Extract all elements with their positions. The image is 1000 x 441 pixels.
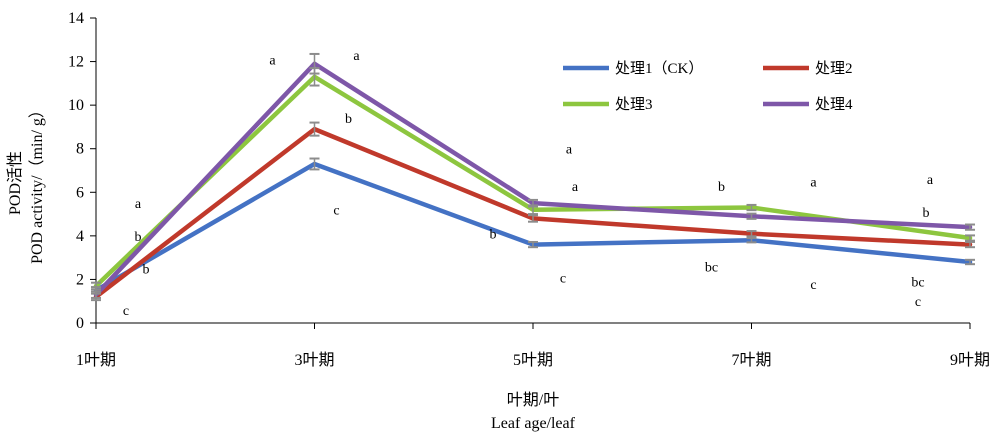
y-axis-ticks: 0 2 4 6 8 10 12 14	[68, 10, 96, 332]
x-tick-label: 9叶期	[950, 351, 990, 369]
y-tick-label: 2	[76, 271, 84, 288]
legend: 处理1（CK） 处理2 处理3 处理4	[563, 60, 853, 113]
x-tick-label: 7叶期	[731, 351, 771, 369]
x-tick-label: 5叶期	[513, 351, 553, 369]
legend-label-1: 处理1（CK）	[615, 60, 703, 77]
y-tick-label: 10	[68, 97, 84, 114]
significance-letter: c	[123, 304, 129, 319]
legend-label-4: 处理4	[815, 96, 853, 113]
x-tick-label: 3叶期	[294, 351, 334, 369]
significance-letter: c	[333, 204, 339, 219]
y-axis-title-cn: POD活性	[6, 151, 24, 215]
significance-letter: a	[566, 143, 573, 158]
significance-letter: b	[718, 180, 725, 195]
legend-label-2: 处理2	[815, 60, 853, 77]
significance-letter: a	[810, 175, 817, 190]
significance-letter: a	[269, 53, 276, 68]
significance-letter: bc	[705, 260, 718, 275]
significance-letter: b	[135, 230, 142, 245]
legend-label-3: 处理3	[615, 96, 653, 113]
y-tick-label: 0	[76, 315, 84, 332]
significance-letter: a	[353, 49, 360, 64]
significance-letter: b	[143, 263, 150, 278]
y-tick-label: 4	[76, 228, 84, 245]
significance-letter: c	[810, 278, 816, 293]
significance-letter: a	[572, 180, 579, 195]
error-bars	[91, 52, 975, 302]
y-axis-title-en: POD activity/（min/ g）	[28, 102, 46, 264]
significance-letter: b	[490, 228, 497, 243]
y-tick-label: 12	[68, 54, 84, 71]
significance-letter: c	[560, 271, 566, 286]
y-tick-label: 14	[68, 10, 84, 27]
y-tick-label: 8	[76, 141, 84, 158]
x-axis-title-cn: 叶期/叶	[507, 391, 559, 409]
significance-letter: bc	[911, 276, 924, 291]
x-axis-ticks: 1叶期 3叶期 5叶期 7叶期 9叶期	[76, 323, 990, 369]
series-line-1	[93, 161, 973, 293]
significance-letter: a	[135, 197, 142, 212]
significance-letter: b	[345, 112, 352, 127]
significance-letter: c	[915, 295, 921, 310]
significance-letter: a	[927, 173, 934, 188]
significance-letter: b	[923, 206, 930, 221]
y-tick-label: 6	[76, 184, 84, 201]
x-tick-label: 1叶期	[76, 351, 116, 369]
x-axis-title-en: Leaf age/leaf	[491, 415, 576, 432]
